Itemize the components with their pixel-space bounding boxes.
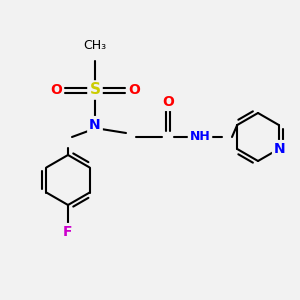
Text: O: O — [162, 95, 174, 109]
Text: S: S — [89, 82, 100, 98]
Text: N: N — [274, 142, 286, 156]
Text: O: O — [50, 83, 62, 97]
Text: NH: NH — [190, 130, 210, 143]
Text: O: O — [128, 83, 140, 97]
Text: F: F — [63, 225, 73, 239]
Text: N: N — [89, 118, 101, 132]
Text: CH₃: CH₃ — [83, 39, 106, 52]
